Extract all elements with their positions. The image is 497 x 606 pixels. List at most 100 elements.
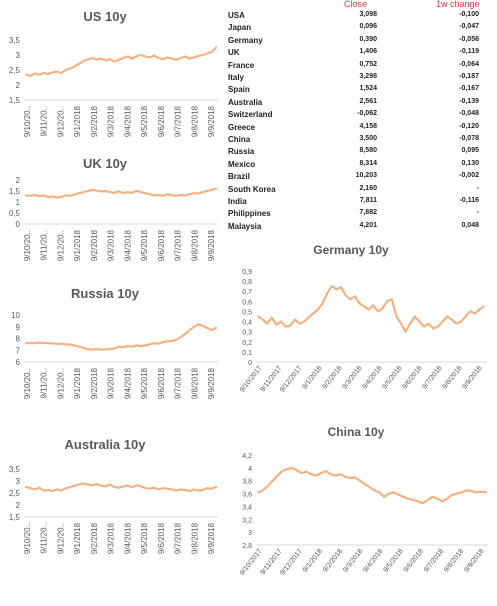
close-value: 2,160: [359, 184, 377, 192]
x-tick-label: 9/11/20..: [40, 368, 49, 399]
table-row: Japan 0,096 -0,047: [226, 23, 497, 35]
table-row: Switzerland -0,062 -0,048: [226, 110, 497, 122]
x-tick-label: 9/8/2018: [190, 229, 199, 261]
x-tick-label: 9/6/2018: [157, 105, 166, 137]
x-tick-label: 9/3/2018: [107, 105, 116, 137]
table-row: Mexico 8,314 0,130: [226, 160, 497, 172]
change-value: 0,130: [461, 159, 479, 167]
country-name: Spain: [228, 85, 250, 95]
chart-title: Australia 10y: [65, 437, 147, 452]
x-tick-label: 9/5/2018: [383, 548, 405, 574]
x-tick-label: 9/5/2018: [140, 229, 149, 261]
x-tick-label: 9/3/2018: [107, 229, 116, 261]
x-tick-label: 9/3/2018: [342, 548, 364, 574]
country-name: Italy: [228, 73, 245, 82]
close-value: 4,158: [359, 122, 377, 130]
x-tick-label: 9/1/2018: [73, 367, 82, 399]
y-tick-label: 0,8: [242, 279, 252, 286]
y-tick-label: 3,4: [242, 504, 252, 511]
close-value: 0,096: [359, 23, 377, 31]
table-row: Brazil 10,203 -0,002: [226, 172, 497, 184]
country-name: UK: [228, 48, 240, 58]
change-value: -0,002: [459, 172, 479, 180]
series-line: [24, 323, 218, 351]
change-value: 0,095: [461, 147, 479, 155]
change-value: -0,187: [459, 73, 479, 80]
close-value: 4,201: [359, 221, 377, 229]
close-value: 1,406: [359, 48, 377, 56]
country-name: China: [228, 135, 251, 144]
close-value: 10,203: [355, 172, 377, 180]
y-tick-label: 0,4: [242, 320, 252, 327]
change-value: -0,048: [459, 110, 479, 118]
table-row: Philippines 7,882 -: [226, 209, 497, 221]
x-tick-label: 9/10/20..: [23, 523, 32, 554]
x-tick-label: 9/1/2018: [302, 548, 324, 574]
change-value: -0,056: [459, 35, 479, 43]
y-tick-label: 1: [16, 198, 21, 207]
change-value: -0,047: [459, 23, 479, 31]
x-tick-label: 9/9/2018: [207, 229, 216, 261]
x-tick-label: 9/3/2018: [107, 522, 116, 554]
y-tick-label: 2: [16, 81, 21, 90]
chart-title: UK 10y: [83, 156, 128, 171]
change-value: -0,064: [459, 60, 479, 68]
x-tick-label: 9/4/2018: [123, 522, 132, 554]
series-line: [24, 46, 218, 78]
y-tick-label: 0: [16, 220, 21, 229]
table-row: Germany 0,390 -0,056: [226, 36, 497, 48]
country-name: India: [228, 197, 247, 206]
x-tick-label: 9/12/20..: [56, 523, 65, 554]
x-tick-label: 9/2/2018: [90, 105, 99, 137]
y-tick-label: 0,1: [242, 350, 252, 357]
germany-10y-chart: Germany 10y 0 0,1 0,2 0,3 0,4 0,5 0,6 0,7 0,8 0,9 9…: [239, 243, 486, 394]
change-value: -0,119: [459, 48, 479, 56]
x-tick-label: 9/10/20..: [23, 368, 32, 399]
y-tick-label: 3,5: [9, 465, 21, 474]
x-tick-label: 9/1/2018: [73, 105, 82, 137]
y-tick-label: 0,2: [242, 340, 252, 347]
uk-10y-chart: UK 10y 0 0,5 1 1,5 2 9/10/20.. 9/11/20.. 9/12/20…: [9, 156, 218, 261]
y-tick-label: 0,5: [9, 209, 21, 218]
country-name: Australia: [228, 97, 263, 107]
x-tick-label: 9/3/2018: [107, 367, 116, 399]
x-tick-label: 9/5/2018: [140, 367, 149, 399]
x-tick-label: 9/4/2018: [123, 229, 132, 261]
y-tick-label: 10: [11, 311, 20, 320]
close-value: 7,811: [359, 197, 377, 204]
table-row: Australia 2,561 -0,139: [226, 98, 497, 110]
table-row: China 3,500 -0,078: [226, 135, 497, 147]
table-row: India 7,811 -0,116: [226, 197, 497, 209]
table-row: Malaysia 4,201 0,048: [226, 222, 497, 234]
x-tick-label: 9/10/20..: [23, 230, 32, 261]
table-row: Greece 4,158 -0,120: [226, 123, 497, 135]
close-value: 7,882: [359, 209, 377, 217]
y-tick-label: 4: [248, 466, 252, 473]
y-tick-label: 0,6: [242, 299, 252, 306]
x-tick-label: 9/7/2018: [174, 367, 183, 399]
x-tick-label: 9/2/2018: [90, 367, 99, 399]
change-header: 1w change: [436, 0, 480, 9]
y-tick-label: 9: [16, 323, 21, 332]
table-row: South Korea 2,160 -: [226, 185, 497, 197]
chart-title: Germany 10y: [313, 243, 389, 257]
x-tick-label: 9/5/2018: [140, 522, 149, 554]
country-name: Russia: [228, 147, 255, 157]
x-tick-label: 9/4/2018: [123, 105, 132, 137]
country-name: France: [228, 60, 255, 70]
x-tick-label: 9/2/2018: [90, 522, 99, 554]
x-tick-label: 9/10/20..: [23, 106, 32, 137]
change-value: -0,120: [459, 122, 479, 130]
y-tick-label: 4,2: [242, 453, 252, 460]
y-tick-label: 1,5: [9, 187, 21, 196]
russia-10y-chart: Russia 10y 6 7 8 9 10 9/10/20.. 9/11/20.. 9/12/2…: [11, 286, 218, 399]
change-value: -: [476, 184, 479, 192]
x-tick-label: 9/9/2018: [463, 548, 485, 574]
x-tick-label: 9/12/20..: [56, 368, 65, 399]
x-tick-label: 9/12/20..: [56, 106, 65, 137]
x-tick-label: 9/9/2018: [207, 522, 216, 554]
table-row: UK 1,406 -0,119: [226, 48, 497, 60]
x-tick-label: 9/7/2018: [174, 522, 183, 554]
y-tick-label: 3,8: [242, 479, 252, 486]
close-value: 1,524: [359, 85, 377, 93]
